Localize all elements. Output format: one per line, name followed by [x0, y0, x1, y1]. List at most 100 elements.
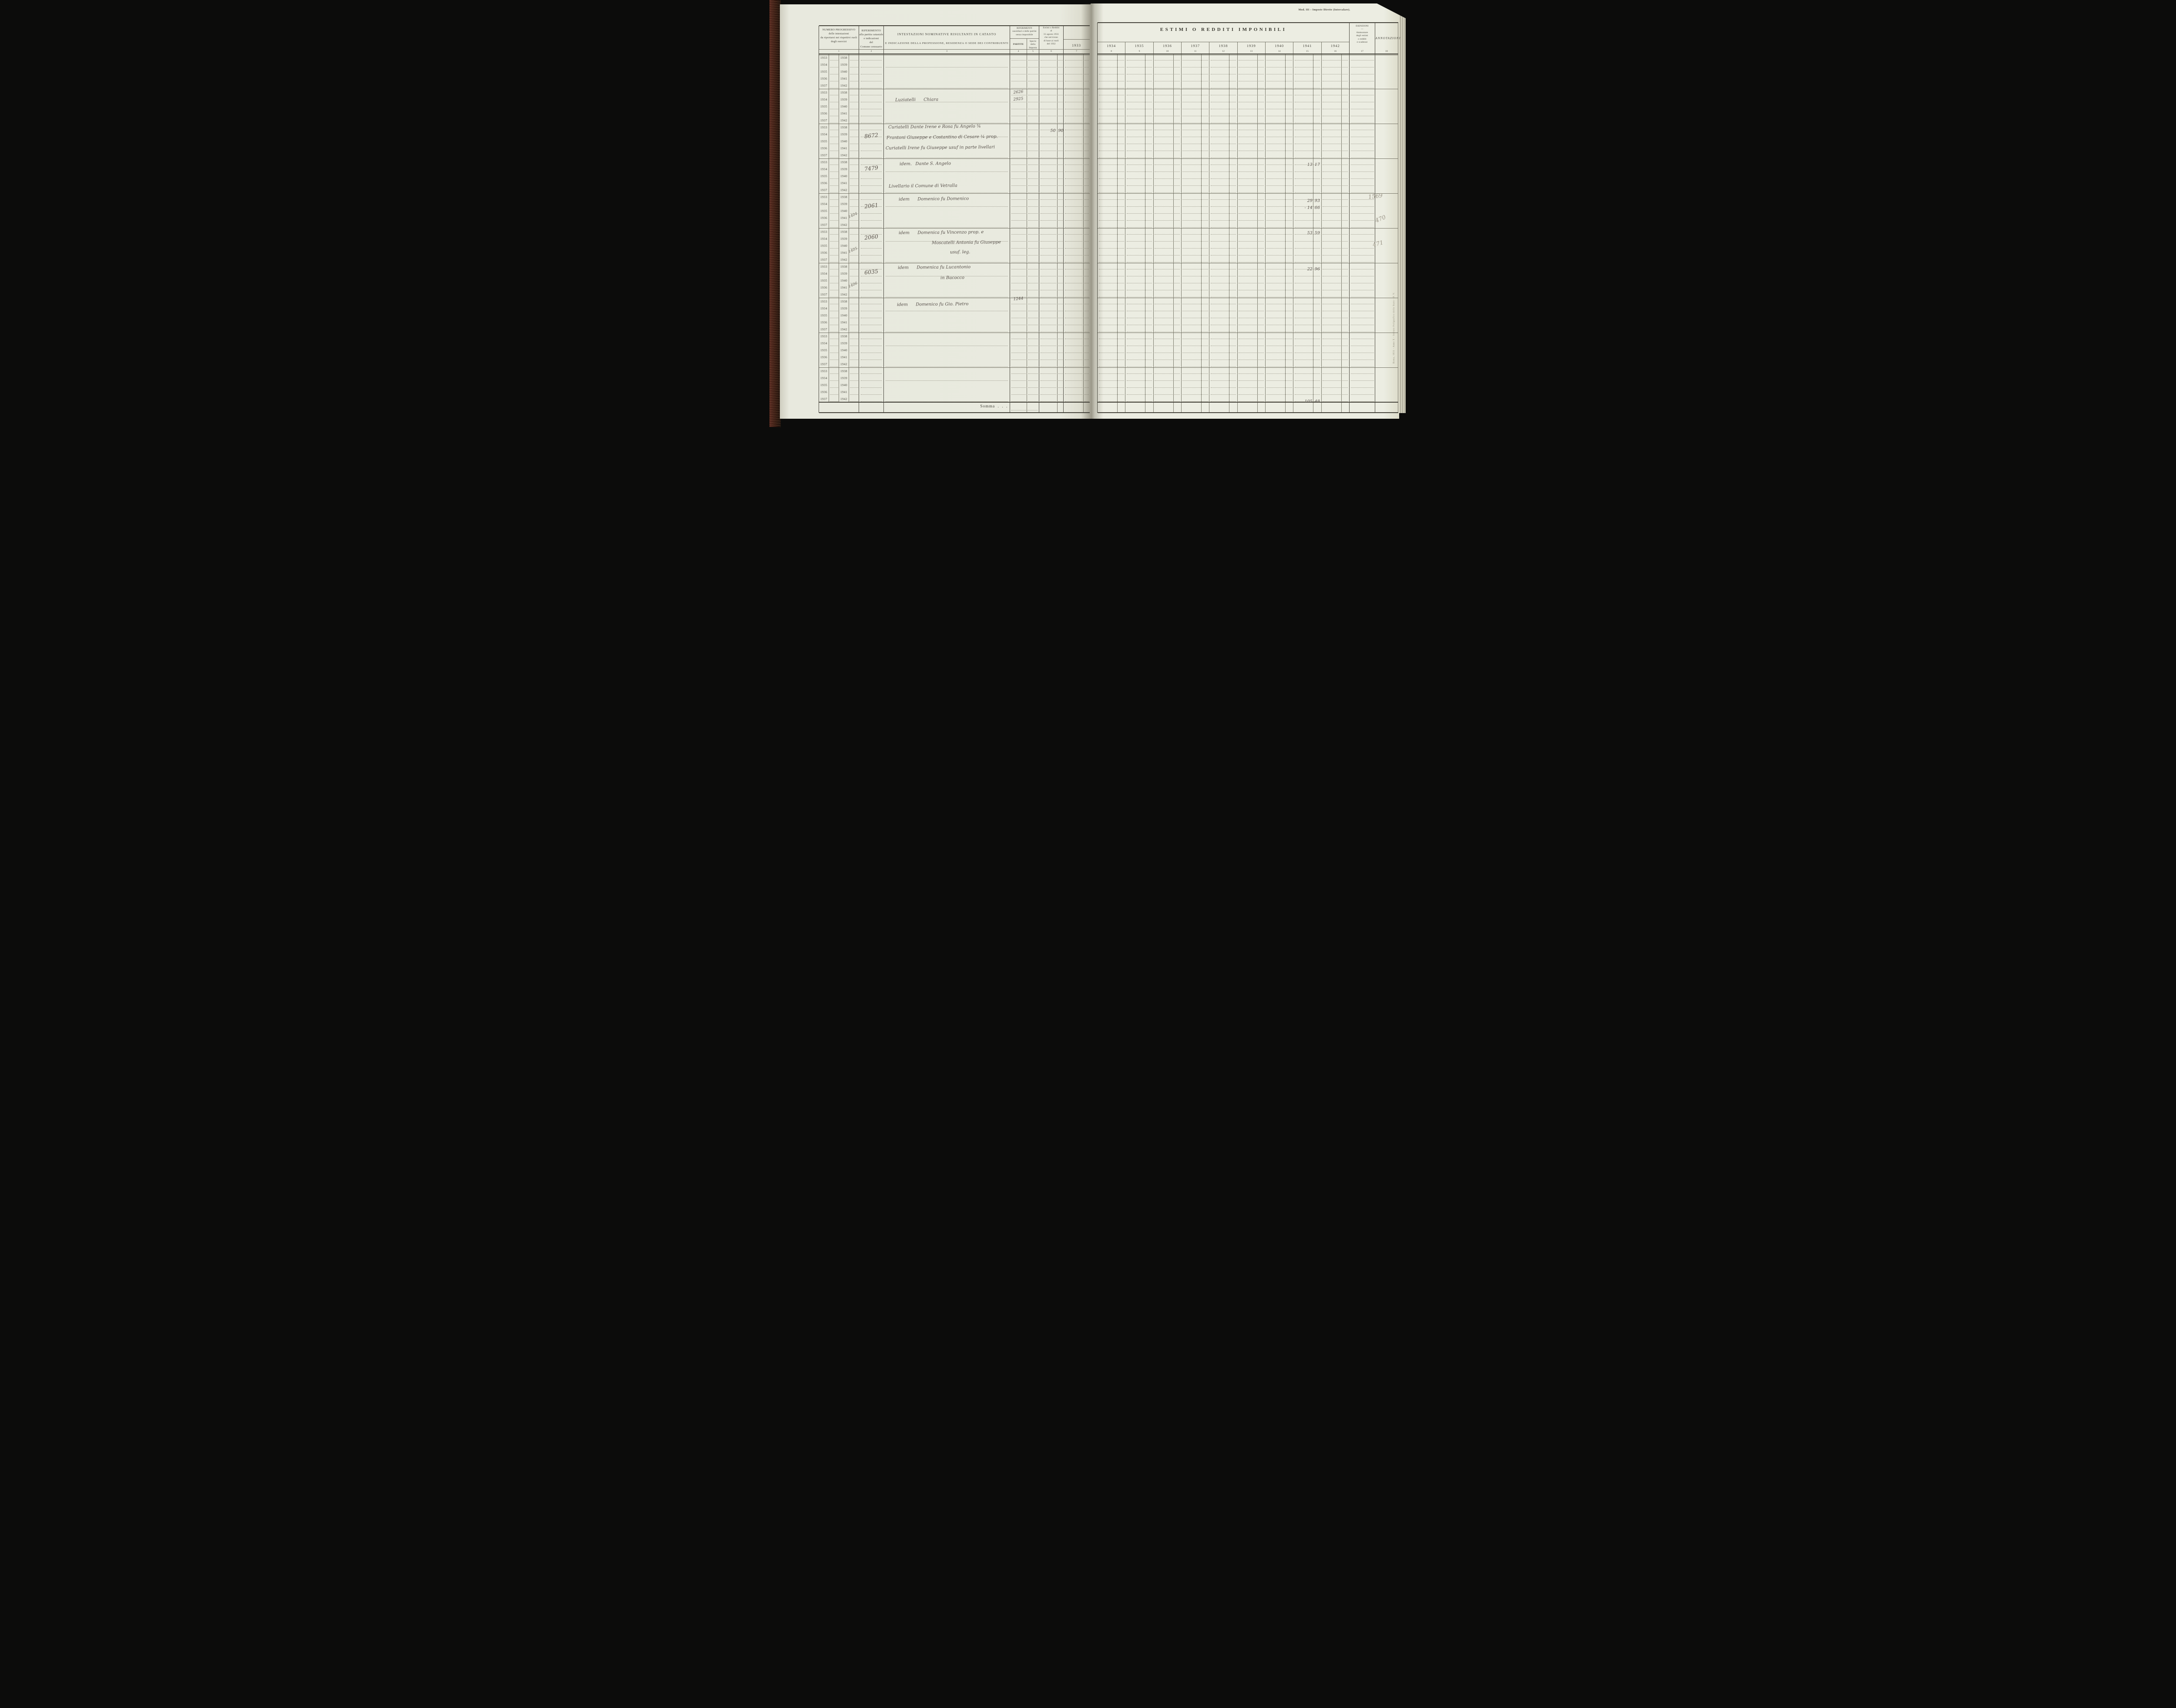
valore-1941-int: 53 [1307, 230, 1313, 235]
dotted-rule [1266, 394, 1292, 395]
dotted-rule [1011, 373, 1026, 374]
dotted-rule [1239, 185, 1264, 186]
dotted-rule [1011, 241, 1026, 242]
dotted-rule [1350, 178, 1374, 179]
dotted-rule [1098, 178, 1124, 179]
dotted-rule [1098, 206, 1124, 207]
dotted-rule [1084, 206, 1089, 207]
dotted-rule [1294, 401, 1320, 402]
dotted-rule [1028, 192, 1038, 193]
intestazione-line: Moscatelli Antonia fu Giuseppe [931, 239, 1001, 245]
year-cell-label: 1934 [820, 63, 827, 67]
year-cell-label: 1938 [840, 369, 847, 373]
dotted-rule [1323, 227, 1348, 228]
dotted-rule [1126, 171, 1152, 172]
dotted-rule [1239, 227, 1264, 228]
dotted-rule [1028, 60, 1038, 61]
dotted-rule [850, 401, 858, 402]
dotted-rule [1323, 60, 1348, 61]
left-page [779, 4, 1091, 419]
dotted-rule [1266, 234, 1292, 235]
column-header-esenzioni: ESENZIONI — Ammontare degli estimi o red… [1356, 25, 1369, 44]
column-number-5: 5 [1032, 50, 1034, 53]
dotted-rule [1350, 241, 1374, 242]
dotted-rule [885, 241, 1008, 242]
year-cell-label: 1938 [840, 299, 847, 303]
column-number-15: 15 [1306, 50, 1309, 53]
year-cell-label: 1937 [820, 188, 827, 192]
dotted-rule [860, 199, 882, 200]
dotted-rule [1084, 373, 1089, 374]
dotted-rule [1058, 178, 1063, 179]
dotted-rule [1028, 206, 1038, 207]
column-number-17: 17 [1361, 50, 1363, 53]
dotted-rule [1028, 380, 1038, 381]
column-number-12: 12 [1222, 50, 1225, 53]
dotted-rule [1058, 401, 1063, 402]
dotted-rule [1350, 171, 1374, 172]
dotted-rule [860, 234, 882, 235]
dotted-rule [1182, 401, 1208, 402]
dotted-rule [829, 248, 838, 249]
dotted-rule [1210, 199, 1236, 200]
intestazione-line: idem Domenica fu Lucantonio [897, 265, 970, 271]
dotted-rule [1182, 387, 1208, 388]
year-cell-label: 1933 [820, 334, 827, 338]
dotted-rule [1040, 213, 1056, 214]
year-cell-label: 1933 [820, 195, 827, 199]
year-cell-label: 1933 [820, 56, 827, 60]
dotted-rule [1239, 178, 1264, 179]
dotted-rule [1239, 241, 1264, 242]
dotted-rule [850, 220, 858, 221]
dotted-rule [860, 171, 882, 172]
dotted-rule [829, 401, 838, 402]
year-cell-label: 1937 [820, 258, 827, 262]
dotted-rule [1084, 213, 1089, 214]
dotted-rule [829, 199, 838, 200]
dotted-rule [885, 366, 1008, 367]
intestazione-line: usuf. leg. [950, 249, 970, 255]
year-cell-label: 1936 [820, 286, 827, 289]
dotted-rule [829, 206, 838, 207]
dotted-rule [1040, 199, 1056, 200]
year-cell-label: 1936 [820, 355, 827, 359]
column-number-7: 7 [1076, 50, 1077, 53]
dotted-rule [1182, 185, 1208, 186]
dotted-rule [1126, 213, 1152, 214]
dotted-rule [1040, 234, 1056, 235]
dotted-rule [1210, 394, 1236, 395]
dotted-rule [829, 220, 838, 221]
dotted-rule [850, 241, 858, 242]
dotted-rule [1182, 241, 1208, 242]
grid-line [1321, 42, 1322, 413]
dotted-rule [850, 185, 858, 186]
dotted-rule [1011, 380, 1026, 381]
grid-line [1117, 54, 1118, 413]
dotted-rule [1126, 373, 1152, 374]
column-header-annotazioni: ANNOTAZIONI [1375, 37, 1401, 40]
dotted-rule [1350, 227, 1374, 228]
dotted-rule [1084, 394, 1089, 395]
estimi-redditi-title: ESTIMI O REDDITI IMPONIBILI [1160, 27, 1287, 32]
dotted-rule [1210, 171, 1236, 172]
year-cell-label: 1935 [820, 313, 827, 317]
intestazione-line: Curiatelli Dante Irene e Rosa fu Angelo … [888, 124, 981, 130]
dotted-rule [829, 213, 838, 214]
dotted-rule [829, 171, 838, 172]
year-cell-label: 1940 [840, 279, 847, 282]
column-number-18: 18 [1385, 50, 1388, 53]
year-cell-label: 1938 [840, 125, 847, 129]
dotted-rule [1266, 380, 1292, 381]
grid-line [1097, 367, 1398, 368]
dotted-rule [1098, 213, 1124, 214]
dotted-rule [1323, 199, 1348, 200]
year-cell-label: 1934 [820, 132, 827, 136]
dotted-rule [1058, 366, 1063, 367]
year-cell-label: 1941 [840, 390, 847, 394]
dotted-rule [860, 213, 882, 214]
dotted-rule [1084, 241, 1089, 242]
dotted-rule [1266, 213, 1292, 214]
year-cell-label: 1935 [820, 174, 827, 178]
dotted-rule [1040, 366, 1056, 367]
year-cell-label: 1933 [820, 265, 827, 269]
